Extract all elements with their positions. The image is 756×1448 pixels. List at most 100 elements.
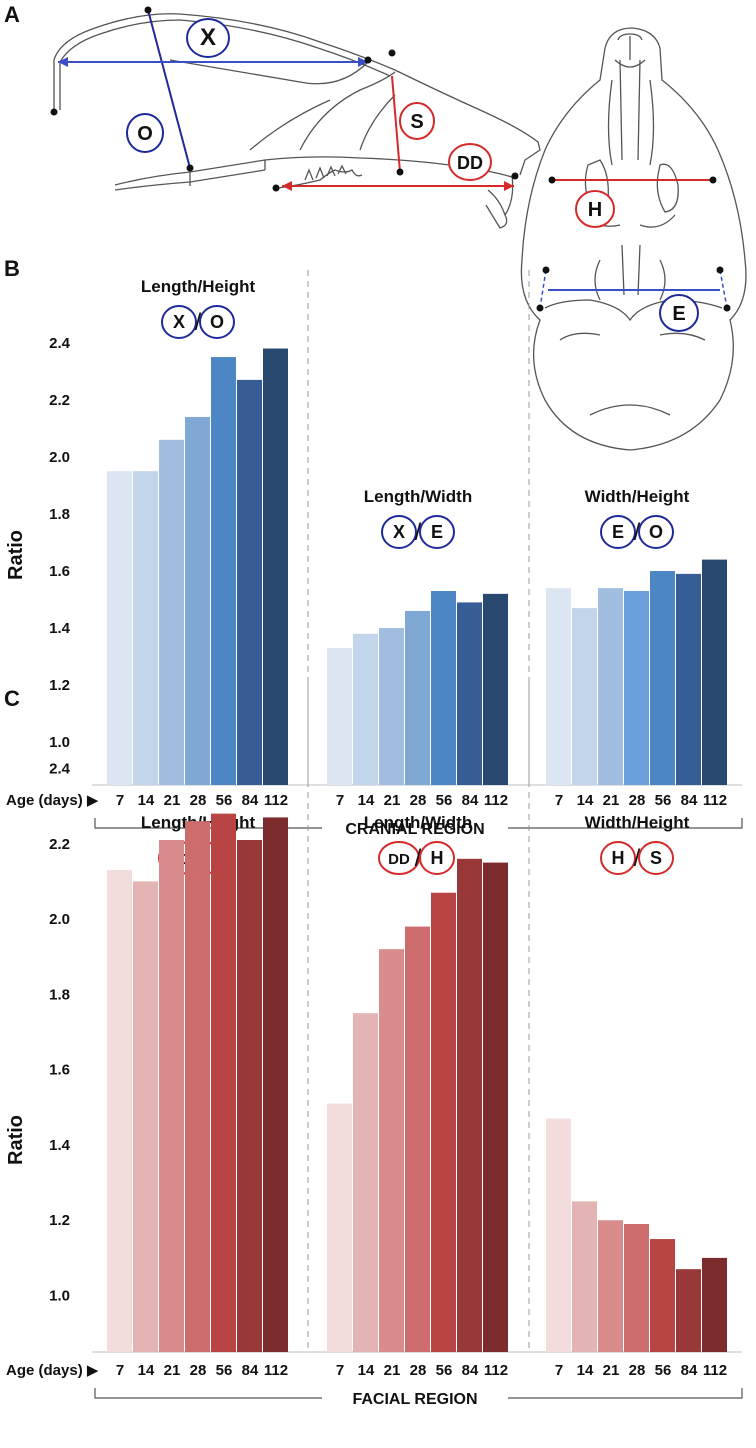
bar xyxy=(676,1269,701,1352)
x-tick-label: 56 xyxy=(655,1362,672,1379)
bar xyxy=(650,1239,675,1352)
x-tick-label: 112 xyxy=(703,792,727,809)
bar xyxy=(457,602,482,785)
x-tick-label: 112 xyxy=(703,1362,727,1379)
svg-text:DD: DD xyxy=(457,153,483,173)
bar xyxy=(353,1013,378,1352)
ratio-slash: / xyxy=(195,309,202,336)
y-tick-label: 2.0 xyxy=(49,449,70,466)
bar xyxy=(457,858,482,1352)
panel-letter-c: C xyxy=(4,686,20,711)
x-tick-label: 112 xyxy=(264,1362,288,1379)
ratio-denominator-circle xyxy=(419,515,455,549)
bar xyxy=(211,813,236,1352)
y-tick-label: 2.0 xyxy=(49,911,70,928)
bar xyxy=(624,591,649,785)
bar xyxy=(676,573,701,785)
ratio-numerator-label: X xyxy=(173,312,185,332)
ratio-denominator-label: O xyxy=(210,312,224,332)
ratio-numerator-circle xyxy=(600,841,636,875)
y-tick-label: 1.4 xyxy=(49,1137,71,1154)
ratio-denominator-label: S xyxy=(650,848,662,868)
bar xyxy=(379,628,404,785)
bar xyxy=(237,840,262,1352)
y-tick-label: 2.4 xyxy=(49,760,71,777)
label-e-circle: E xyxy=(659,294,699,332)
label-h-circle: H xyxy=(575,190,615,228)
label-o-circle: O xyxy=(126,113,164,153)
ratio-numerator-label: H xyxy=(612,848,625,868)
svg-text:X: X xyxy=(200,24,216,51)
region-label: CRANIAL REGION xyxy=(345,821,484,838)
bar xyxy=(237,379,262,785)
ratio-denominator-label: E xyxy=(431,522,443,542)
x-axis-title: Age (days) ▶ xyxy=(6,792,99,809)
y-tick-label: 1.2 xyxy=(49,677,70,694)
ratio-slash: / xyxy=(415,845,422,872)
ratio-denominator-label: O xyxy=(649,522,663,542)
lateral-skull-drawing xyxy=(53,13,541,229)
x-tick-label: 7 xyxy=(555,1362,563,1379)
x-tick-label: 84 xyxy=(681,792,698,809)
chart-cranial-region: 1.0 1.2 1.4 1.6 1.8 2.0 2.2 2.4 Ratio Age (days) … xyxy=(5,270,743,838)
measurement-lines-lateral xyxy=(50,6,519,192)
bar xyxy=(405,926,430,1352)
ratio-slash: / xyxy=(415,519,422,546)
y-tick-label: 1.8 xyxy=(49,986,70,1003)
bar xyxy=(159,840,184,1352)
x-tick-label: 21 xyxy=(164,1362,181,1379)
bar xyxy=(327,648,352,785)
y-tick-label: 2.4 xyxy=(49,335,71,352)
label-x-circle: X xyxy=(186,18,230,58)
bar xyxy=(107,870,132,1352)
bar xyxy=(263,817,288,1352)
bar xyxy=(327,1103,352,1352)
region-label: FACIAL REGION xyxy=(352,1391,477,1408)
x-tick-label: 112 xyxy=(264,792,288,809)
x-tick-label: 14 xyxy=(577,1362,594,1379)
x-tick-label: 21 xyxy=(164,792,181,809)
ratio-numerator-circle xyxy=(600,515,636,549)
x-tick-label: 7 xyxy=(116,1362,124,1379)
x-tick-label: 84 xyxy=(462,792,479,809)
x-tick-label: 84 xyxy=(681,1362,698,1379)
x-tick-label: 56 xyxy=(655,792,672,809)
ratio-denominator-label: H xyxy=(431,848,444,868)
x-tick-label: 14 xyxy=(358,792,375,809)
ratio-numerator-circle xyxy=(381,515,417,549)
bar xyxy=(546,1118,571,1352)
bar xyxy=(107,471,132,785)
x-tick-label: 112 xyxy=(484,1362,508,1379)
region-bracket xyxy=(94,818,743,829)
x-tick-label: 56 xyxy=(436,792,453,809)
x-tick-label: 84 xyxy=(242,1362,259,1379)
group-title: Width/Height xyxy=(585,487,690,506)
group-title: Width/Height xyxy=(585,813,690,832)
bar xyxy=(624,1224,649,1352)
x-tick-label: 28 xyxy=(410,792,427,809)
ratio-denominator-circle xyxy=(638,841,674,875)
svg-text:E: E xyxy=(672,303,685,325)
bar xyxy=(133,881,158,1352)
x-axis-title: Age (days) ▶ xyxy=(6,1362,99,1379)
ratio-denominator-circle xyxy=(419,841,455,875)
bar xyxy=(133,471,158,785)
x-tick-label: 84 xyxy=(242,792,259,809)
bar xyxy=(546,588,571,785)
x-tick-label: 7 xyxy=(116,792,124,809)
y-tick-label: 1.0 xyxy=(49,1288,70,1305)
bar xyxy=(379,949,404,1352)
measurement-lines-dorsal xyxy=(536,176,731,312)
x-tick-label: 21 xyxy=(603,1362,620,1379)
x-tick-label: 21 xyxy=(384,1362,401,1379)
dorsal-skull-drawing xyxy=(520,27,747,451)
x-tick-label: 14 xyxy=(577,792,594,809)
bar xyxy=(483,593,508,785)
bar xyxy=(185,821,210,1352)
y-axis-title: Ratio xyxy=(5,1115,27,1165)
ratio-slash: / xyxy=(634,845,641,872)
x-tick-label: 14 xyxy=(358,1362,375,1379)
x-tick-label: 28 xyxy=(410,1362,427,1379)
y-tick-label: 2.2 xyxy=(49,836,70,853)
